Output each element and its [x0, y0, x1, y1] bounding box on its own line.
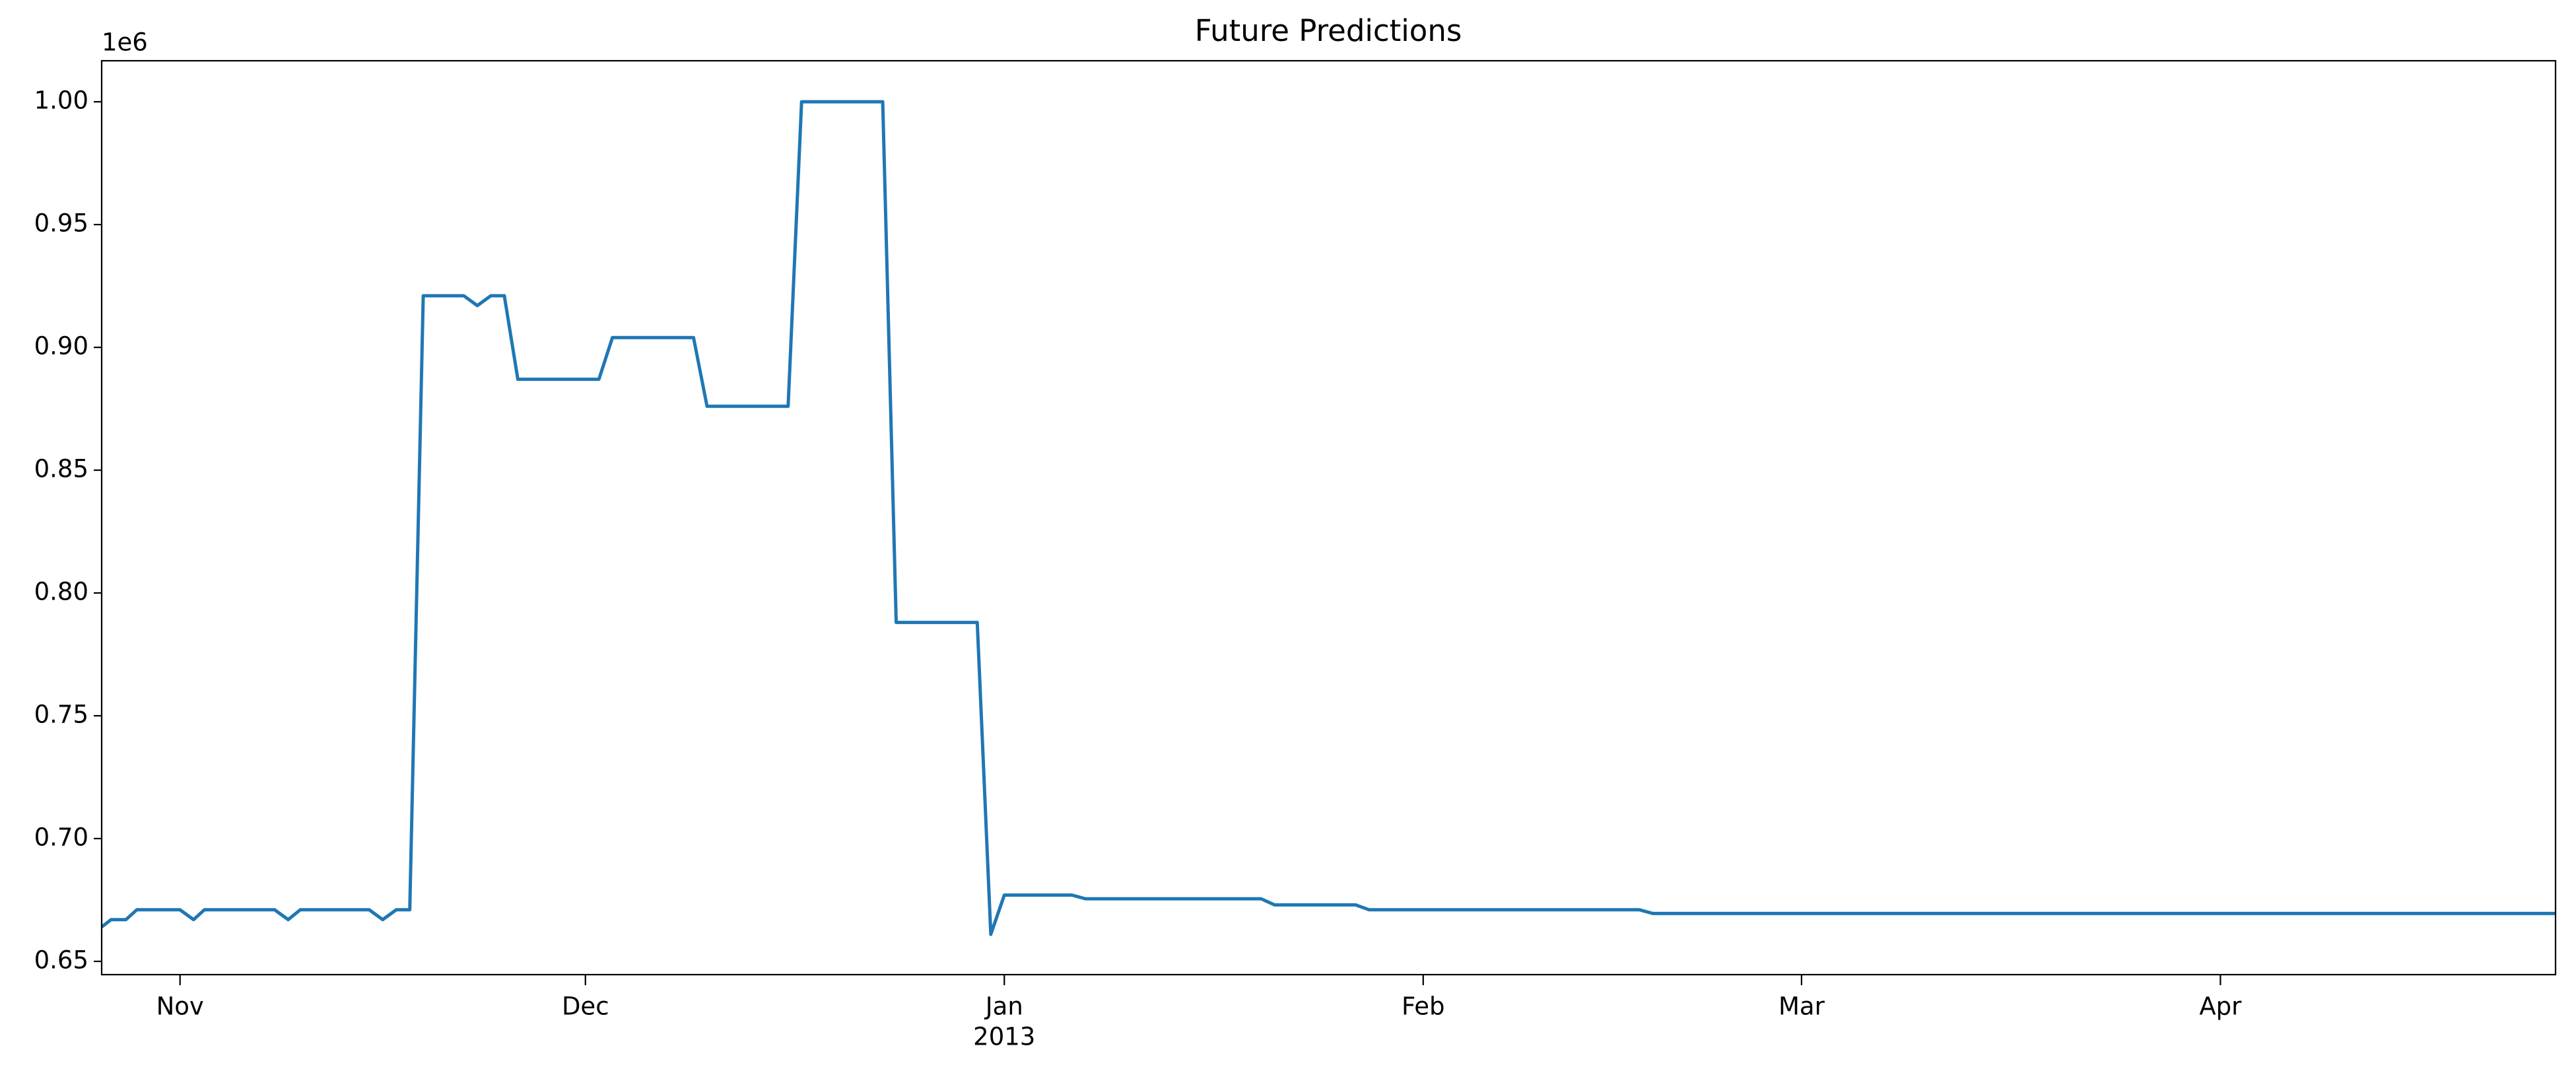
x-tick-label: Feb — [1402, 992, 1445, 1021]
y-tick-label: 1.00 — [34, 87, 88, 115]
x-tick-label: Apr — [2199, 992, 2242, 1021]
x-tick-label: Jan — [984, 992, 1023, 1021]
y-tick-label: 0.90 — [34, 332, 88, 361]
chart-title: Future Predictions — [1195, 13, 1462, 48]
y-tick-label: 0.80 — [34, 578, 88, 606]
y-tick-label: 0.70 — [34, 823, 88, 851]
y-tick-label: 0.85 — [34, 455, 88, 483]
y-tick-label: 0.65 — [34, 946, 88, 974]
x-tick-label: Nov — [156, 992, 204, 1021]
x-tick-label: Mar — [1779, 992, 1825, 1021]
y-offset-label: 1e6 — [102, 28, 148, 57]
line-series — [100, 100, 2556, 936]
y-tick-label: 0.95 — [34, 209, 88, 238]
y-tick-label: 0.75 — [34, 700, 88, 728]
plot-frame — [100, 59, 2557, 976]
x-tick-label: Dec — [562, 992, 609, 1021]
x-year-label: 2013 — [973, 1023, 1035, 1051]
